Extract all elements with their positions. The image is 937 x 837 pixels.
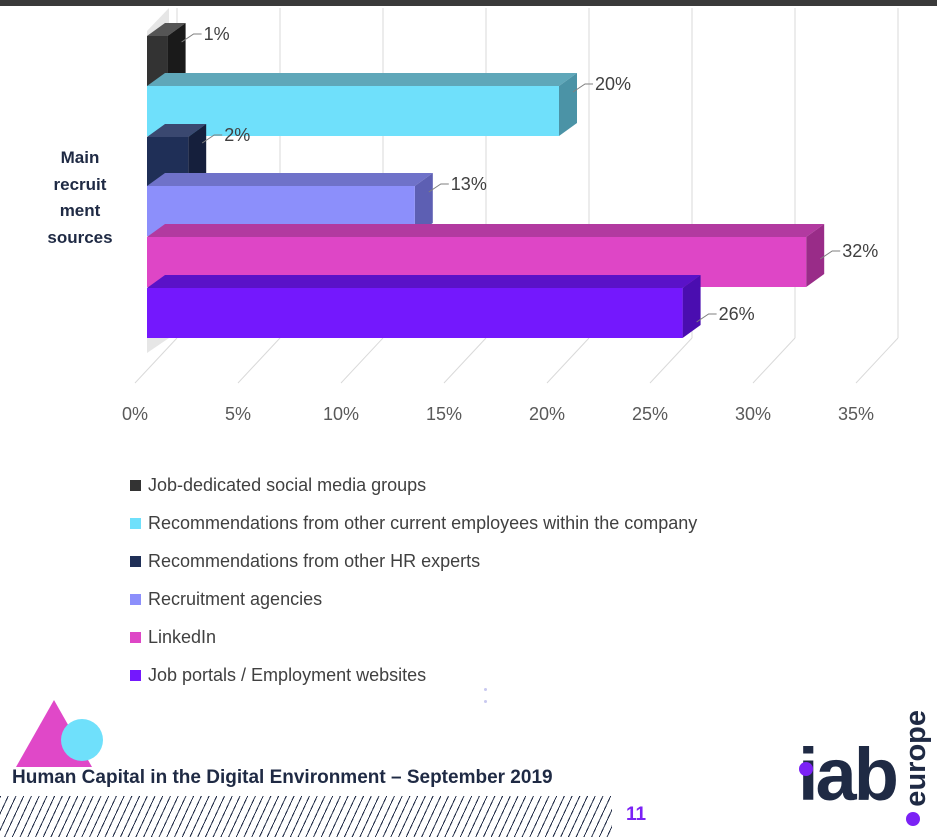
legend-label: LinkedIn (148, 626, 217, 647)
bar (147, 36, 168, 86)
bar-side-face (167, 23, 186, 86)
y-axis-label-line: recruit (53, 174, 107, 194)
leader-line (201, 134, 223, 144)
x-tick-label: 20% (529, 404, 565, 424)
x-tick-label: 15% (426, 404, 462, 424)
x-tick-label: 30% (735, 404, 771, 424)
bar-side-face (559, 73, 577, 136)
bar-group: 20% (147, 73, 631, 136)
floor-gridline (855, 337, 899, 384)
leader-line (819, 250, 841, 260)
bar-top-face (147, 275, 701, 288)
logo-main-text: iab (798, 733, 899, 816)
chart-legend: Job-dedicated social media groups Recomme… (130, 466, 697, 694)
bar-group: 1% (147, 23, 230, 86)
legend-swatch (130, 517, 141, 529)
legend-swatch (130, 631, 141, 643)
floor-gridline (649, 337, 693, 384)
legend-item: Job portals / Employment websites (130, 656, 697, 694)
floor-gridline (752, 337, 796, 384)
page-number: 11 (626, 804, 647, 825)
legend-item: Job-dedicated social media groups (130, 466, 697, 504)
legend-label: Job portals / Employment websites (148, 664, 427, 685)
floor-gridline (237, 337, 281, 384)
decorative-dots (484, 688, 488, 712)
legend-swatch (130, 479, 141, 491)
floor-gridline (340, 337, 384, 384)
y-axis-label-line: ment (59, 201, 101, 220)
data-label: 32% (842, 241, 878, 261)
x-tick-label: 5% (225, 404, 251, 424)
floor-gridline (443, 337, 487, 384)
bar-side-face (414, 173, 433, 236)
legend-swatch (130, 669, 141, 681)
bar-side-face (806, 224, 825, 287)
legend-label: Recommendations from other HR experts (148, 550, 481, 571)
legend-label: Job-dedicated social media groups (148, 474, 427, 495)
cyan-circle-shape (61, 719, 103, 761)
logo-dot (799, 762, 813, 776)
decorative-shapes (16, 700, 103, 767)
legend-item: Recruitment agencies (130, 580, 697, 618)
leader-line (696, 313, 717, 323)
legend-item: LinkedIn (130, 618, 697, 656)
y-axis-label-line: sources (47, 227, 113, 247)
legend-swatch (130, 555, 141, 567)
bar-group: 26% (147, 275, 755, 338)
bar-top-face (147, 73, 577, 86)
floor-gridline (134, 337, 178, 384)
legend-item: Recommendations from other HR experts (130, 542, 697, 580)
bar-side-face (682, 275, 701, 338)
data-label: 20% (595, 74, 631, 94)
x-tick-label: 10% (323, 404, 359, 424)
bar-chart: 0% 5% 10% 15% 20% 25% 30% 35% 1% 20% 2% 13% 32% 26% (122, 8, 899, 424)
legend-swatch (130, 593, 141, 605)
footer-title: Human Capital in the Digital Environment… (12, 767, 553, 788)
leader-line (181, 33, 202, 43)
logo-sub-text: europe (900, 710, 932, 807)
logo-dot (906, 812, 920, 826)
x-tick-label: 35% (838, 404, 874, 424)
legend-label: Recommendations from other current emplo… (148, 512, 698, 533)
data-label: 2% (224, 125, 250, 145)
data-label: 1% (204, 24, 230, 44)
top-bar (0, 0, 937, 6)
legend-label: Recruitment agencies (148, 588, 323, 609)
leader-line (572, 83, 593, 93)
y-axis-label-line: Main (60, 148, 100, 167)
footer-hatch-pattern (0, 796, 612, 837)
x-tick-label: 25% (632, 404, 668, 424)
bar-top-face (147, 224, 825, 237)
bar (147, 86, 559, 136)
leader-line (428, 183, 449, 193)
x-tick-label: 0% (122, 404, 148, 424)
floor-gridline (546, 337, 590, 384)
data-label: 26% (719, 304, 755, 324)
bar-side-face (188, 124, 207, 187)
iab-europe-logo: iab europe (798, 700, 937, 837)
bar-top-face (147, 23, 186, 36)
legend-item: Recommendations from other current emplo… (130, 504, 697, 542)
y-axis-label: Main recruit ment sources (30, 145, 130, 251)
bar (147, 288, 683, 338)
data-label: 13% (451, 174, 487, 194)
bar-group: 2% (147, 124, 250, 187)
bar-top-face (147, 124, 207, 137)
bar-top-face (147, 173, 433, 186)
